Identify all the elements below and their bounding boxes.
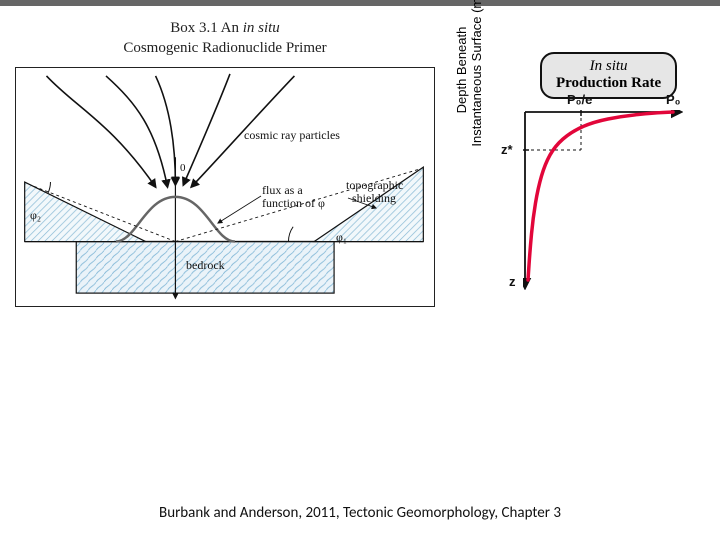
ylabel-l1: Depth Beneath: [454, 0, 469, 160]
citation: Burbank and Anderson, 2011, Tectonic Geo…: [0, 504, 720, 522]
tick-zstar: z*: [501, 142, 513, 157]
right-panel: In situ Production Rate Depth Beneath In…: [460, 60, 690, 310]
chart-svg: [523, 110, 683, 290]
box-title: Box 3.1 An in situ Cosmogenic Radionucli…: [10, 18, 440, 59]
production-rate-badge: In situ Production Rate: [540, 52, 677, 99]
badge-line1: In situ: [556, 58, 661, 75]
y-axis-label: Depth Beneath Instantaneous Surface (m): [454, 0, 484, 160]
box-title-italic: in situ: [243, 20, 280, 36]
ylabel-l2: Instantaneous Surface (m): [469, 0, 484, 160]
box-title-line2: Cosmogenic Radionuclide Primer: [123, 40, 326, 56]
tick-poe: P₀/e: [567, 92, 592, 107]
box-title-prefix: Box 3.1 An: [170, 20, 243, 36]
production-rate-chart: P₀/e P₀ z* z: [523, 110, 683, 290]
cosmogenic-diagram: cosmic ray particles flux as a function …: [15, 67, 435, 307]
badge-line2: Production Rate: [556, 75, 661, 92]
label-pointer: [16, 68, 434, 306]
slide-top-bar: [0, 0, 720, 6]
left-panel: Box 3.1 An in situ Cosmogenic Radionucli…: [10, 18, 440, 307]
tick-z: z: [509, 274, 516, 289]
tick-po: P₀: [666, 92, 681, 107]
